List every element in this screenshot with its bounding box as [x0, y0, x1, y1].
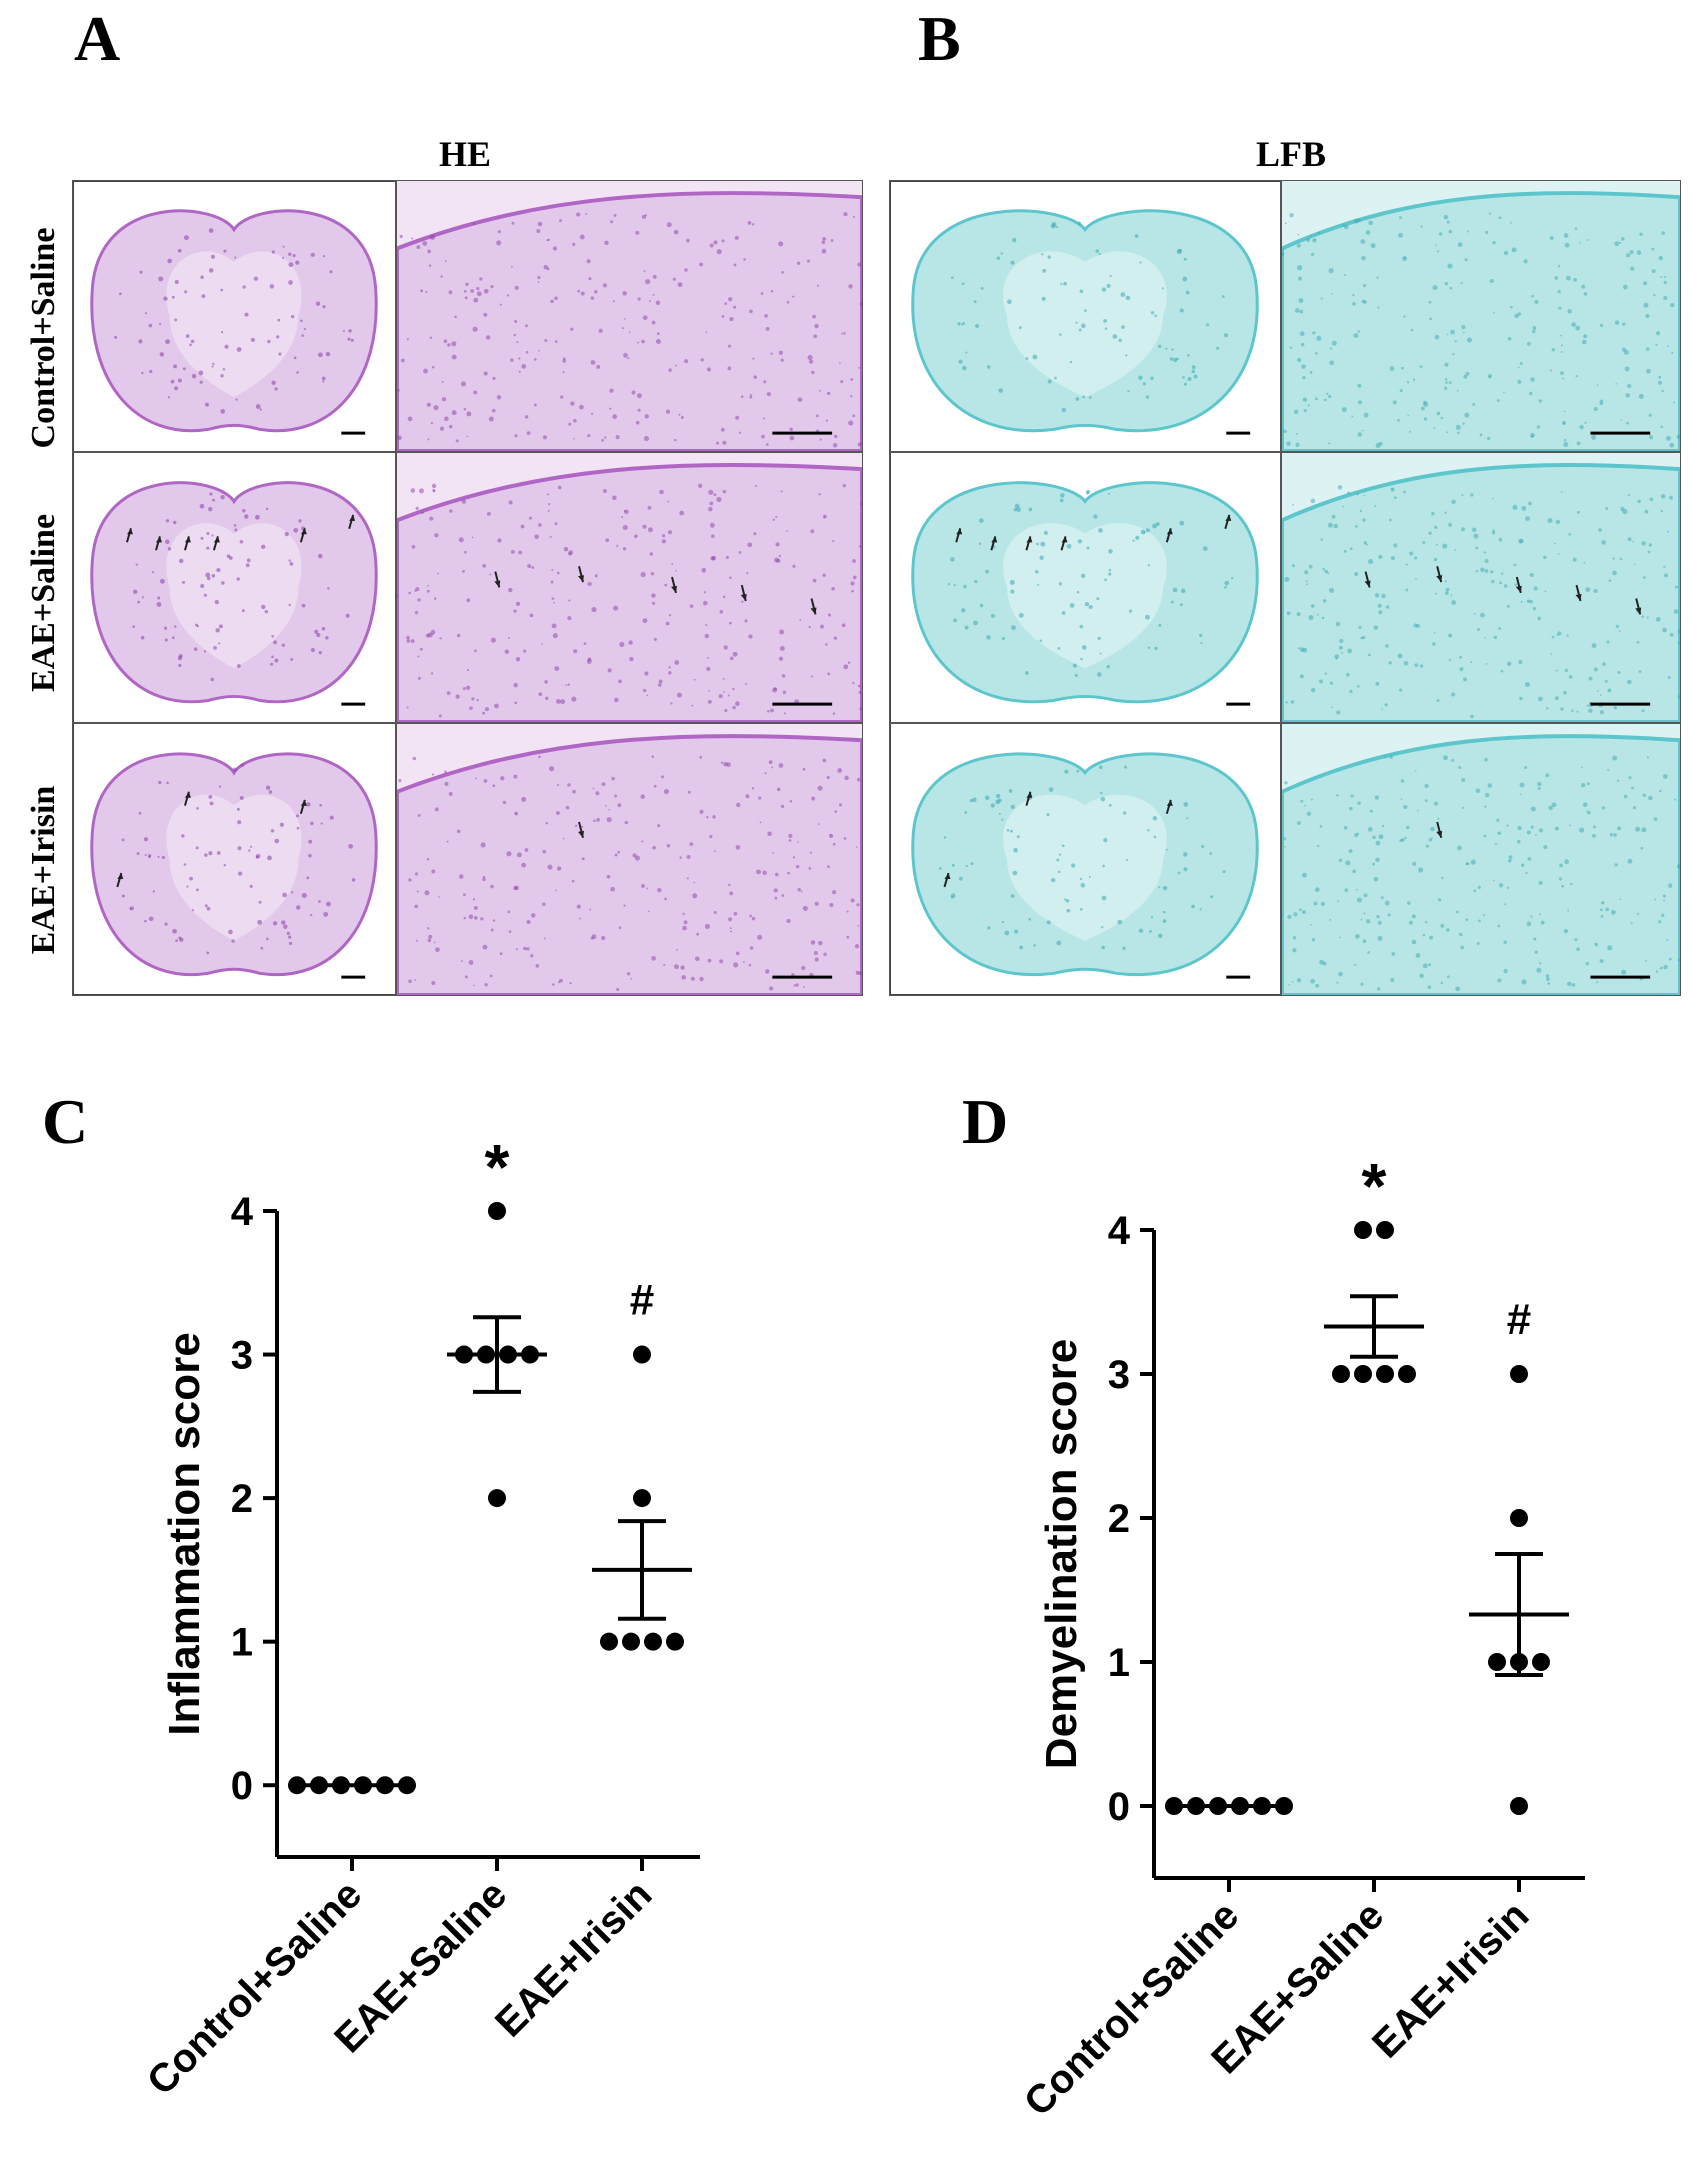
data-point: [1510, 1797, 1528, 1815]
y-axis-label: Inflammation score: [160, 1332, 209, 1735]
data-point: [398, 1776, 416, 1795]
spinal-cord-section: [90, 481, 378, 704]
zoomed-tissue: [397, 734, 862, 995]
data-point: [1354, 1365, 1372, 1383]
lfb-image-r1-c1: [889, 180, 1281, 452]
y-tick-label: 0: [231, 1764, 253, 1808]
data-point: [1488, 1653, 1506, 1671]
data-point: [1332, 1365, 1350, 1383]
zoomed-tissue: [1282, 191, 1680, 451]
he-image-r2-c2: [396, 452, 863, 723]
data-point: [1165, 1797, 1183, 1815]
he-image-r1-c2: [396, 180, 863, 452]
panel-label-c: C: [42, 1086, 89, 1157]
gray-matter: [166, 523, 302, 669]
zoomed-tissue: [397, 463, 862, 722]
data-point: [666, 1632, 684, 1651]
demyelination-score-chart: 0 1 2 3 4 Demyelination score Control+Saline EA…: [1016, 1150, 1585, 2125]
y-tick-label: 2: [1108, 1497, 1130, 1541]
y-tick-label: 2: [231, 1477, 253, 1521]
gray-matter: [1003, 794, 1167, 941]
significance-marker: *: [485, 1131, 510, 1203]
lfb-image-r3-c2: [1281, 723, 1681, 996]
inflammation-score-chart: 0 1 2 3 4 Inflammation score Control+Saline EAE…: [139, 1131, 700, 2104]
data-point: [1510, 1365, 1528, 1383]
data-point: [288, 1776, 306, 1795]
panel-label-b: B: [918, 3, 961, 74]
he-image-r1-c1: [72, 180, 396, 452]
data-point: [633, 1489, 651, 1508]
data-point: [1354, 1221, 1372, 1239]
data-point: [600, 1632, 618, 1651]
data-point: [1398, 1365, 1416, 1383]
gray-matter: [1003, 251, 1167, 397]
y-tick-label: 1: [231, 1621, 253, 1665]
spinal-cord-section: [90, 752, 378, 977]
y-tick-label: 4: [231, 1190, 254, 1234]
he-stain-title: HE: [438, 134, 491, 174]
spinal-cord-section: [90, 209, 378, 433]
data-point: [1275, 1797, 1293, 1815]
gray-matter: [1003, 523, 1167, 669]
data-point: [488, 1489, 506, 1508]
significance-marker: #: [1507, 1295, 1531, 1344]
panel-label-a: A: [74, 3, 121, 74]
lfb-image-r2-c1: [889, 452, 1281, 723]
y-tick-label: 1: [1108, 1641, 1130, 1685]
panel-label-d: D: [962, 1086, 1009, 1157]
x-tick-label: Control+Saline: [1016, 1893, 1248, 2125]
x-tick-label: Control+Saline: [139, 1872, 371, 2104]
significance-marker: *: [1362, 1150, 1387, 1222]
zoomed-tissue: [397, 191, 862, 451]
data-point: [1532, 1653, 1550, 1671]
significance-marker: #: [630, 1276, 654, 1325]
lfb-image-r3-c1: [889, 723, 1281, 996]
y-tick-label: 4: [1108, 1209, 1131, 1253]
data-point: [633, 1345, 651, 1364]
x-tick-label: EAE+Irisin: [1364, 1893, 1537, 2066]
lfb-stain-title: LFB: [1255, 134, 1326, 174]
data-point: [1376, 1221, 1394, 1239]
row-label-control-saline: Control+Saline: [25, 227, 62, 449]
lfb-image-r2-c2: [1281, 452, 1681, 723]
he-image-r2-c1: [72, 452, 396, 723]
y-tick-label: 0: [1108, 1785, 1130, 1829]
he-image-r3-c1: [72, 723, 396, 996]
zoomed-tissue: [1282, 463, 1680, 722]
spinal-cord-section: [911, 209, 1259, 433]
y-tick-label: 3: [1108, 1353, 1130, 1397]
data-point: [488, 1202, 506, 1220]
data-point: [644, 1632, 662, 1651]
zoomed-tissue: [1282, 734, 1680, 995]
data-point: [1510, 1509, 1528, 1527]
lfb-image-r1-c2: [1281, 180, 1681, 452]
y-tick-label: 3: [231, 1334, 253, 1378]
row-label-eae-irisin: EAE+Irisin: [25, 785, 62, 955]
row-label-eae-saline: EAE+Saline: [25, 513, 62, 693]
x-tick-label: EAE+Irisin: [487, 1872, 660, 2045]
data-point: [622, 1632, 640, 1651]
spinal-cord-section: [911, 481, 1259, 704]
data-point: [1376, 1365, 1394, 1383]
spinal-cord-section: [911, 752, 1259, 977]
gray-matter: [166, 251, 302, 397]
he-image-r3-c2: [396, 723, 863, 996]
y-axis-label: Demyelination score: [1037, 1339, 1086, 1769]
gray-matter: [166, 794, 302, 941]
